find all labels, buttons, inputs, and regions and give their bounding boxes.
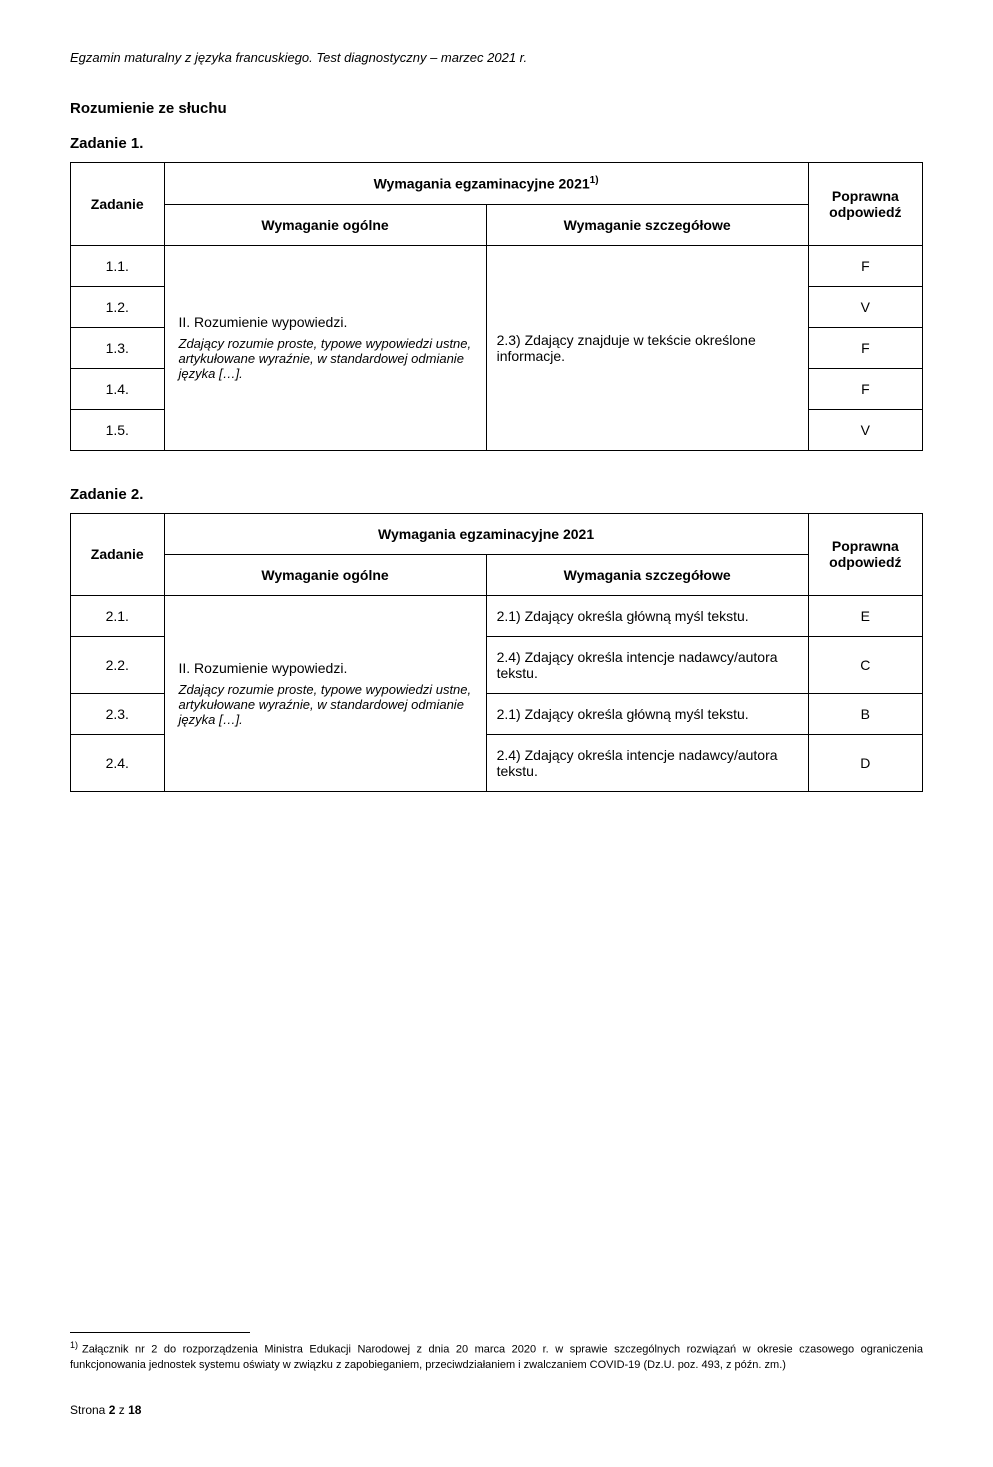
task1-ogolne-italic: Zdający rozumie proste, typowe wypowiedz… bbox=[179, 336, 472, 381]
footnote: 1)Załącznik nr 2 do rozporządzenia Minis… bbox=[70, 1339, 923, 1373]
task1-row-ans: F bbox=[808, 245, 922, 286]
task2-row-ans: E bbox=[808, 595, 922, 636]
page-footer-a: Strona bbox=[70, 1403, 109, 1417]
task1-ogolne-main: II. Rozumienie wypowiedzi. bbox=[179, 314, 348, 330]
task1-row-num: 1.5. bbox=[71, 409, 165, 450]
page-footer: Strona 2 z 18 bbox=[70, 1403, 923, 1417]
task2-row-ans: B bbox=[808, 693, 922, 734]
task1-szczeg-cell: 2.3) Zdający znajduje w tekście określon… bbox=[486, 245, 808, 450]
task2-row-ans: D bbox=[808, 734, 922, 791]
task2-row-num: 2.2. bbox=[71, 636, 165, 693]
section-title: Rozumienie ze słuchu bbox=[70, 100, 923, 117]
task2-row-num: 2.1. bbox=[71, 595, 165, 636]
task1-head-wymagania: Wymagania egzaminacyjne 20211) bbox=[164, 163, 808, 205]
task2-row-ans: C bbox=[808, 636, 922, 693]
task1-head-ogolne: Wymaganie ogólne bbox=[164, 204, 486, 245]
task1-head-wymagania-sup: 1) bbox=[590, 175, 599, 186]
page-footer-c: z bbox=[115, 1403, 128, 1417]
task1-row-num: 1.2. bbox=[71, 286, 165, 327]
task2-head-szczeg: Wymagania szczegółowe bbox=[486, 554, 808, 595]
task2-head-ogolne: Wymaganie ogólne bbox=[164, 554, 486, 595]
page-footer-d: 18 bbox=[128, 1403, 141, 1417]
doc-header: Egzamin maturalny z języka francuskiego.… bbox=[70, 50, 923, 65]
task1-row-ans: V bbox=[808, 409, 922, 450]
task2-table: Zadanie Wymagania egzaminacyjne 2021 Pop… bbox=[70, 513, 923, 792]
task1-head-poprawna: Poprawna odpowiedź bbox=[808, 163, 922, 246]
task2-ogolne-italic: Zdający rozumie proste, typowe wypowiedz… bbox=[179, 682, 472, 727]
task2-row-num: 2.3. bbox=[71, 693, 165, 734]
task1-row-ans: V bbox=[808, 286, 922, 327]
task1-row-num: 1.3. bbox=[71, 327, 165, 368]
task1-row-num: 1.1. bbox=[71, 245, 165, 286]
task1-row-num: 1.4. bbox=[71, 368, 165, 409]
task1-head-zadanie: Zadanie bbox=[71, 163, 165, 246]
task1-head-szczeg: Wymaganie szczegółowe bbox=[486, 204, 808, 245]
task2-head-wymagania: Wymagania egzaminacyjne 2021 bbox=[164, 513, 808, 554]
task1-title: Zadanie 1. bbox=[70, 135, 923, 152]
task1-head-wymagania-text: Wymagania egzaminacyjne 2021 bbox=[374, 176, 590, 192]
task1-row-ans: F bbox=[808, 368, 922, 409]
task2-row-szczeg: 2.1) Zdający określa główną myśl tekstu. bbox=[486, 693, 808, 734]
task2-row-szczeg: 2.4) Zdający określa intencje nadawcy/au… bbox=[486, 636, 808, 693]
task2-row-szczeg: 2.4) Zdający określa intencje nadawcy/au… bbox=[486, 734, 808, 791]
footnote-rule bbox=[70, 1332, 250, 1333]
page-footer-b: 2 bbox=[109, 1403, 116, 1417]
task2-head-poprawna: Poprawna odpowiedź bbox=[808, 513, 922, 595]
footnote-text: Załącznik nr 2 do rozporządzenia Ministr… bbox=[70, 1343, 923, 1370]
footnote-num: 1) bbox=[70, 1340, 78, 1350]
task1-row-ans: F bbox=[808, 327, 922, 368]
task2-title: Zadanie 2. bbox=[70, 486, 923, 503]
task2-ogolne-cell: II. Rozumienie wypowiedzi. Zdający rozum… bbox=[164, 595, 486, 791]
task2-head-zadanie: Zadanie bbox=[71, 513, 165, 595]
task1-table: Zadanie Wymagania egzaminacyjne 20211) P… bbox=[70, 162, 923, 451]
task1-ogolne-cell: II. Rozumienie wypowiedzi. Zdający rozum… bbox=[164, 245, 486, 450]
task2-row-num: 2.4. bbox=[71, 734, 165, 791]
task2-row-szczeg: 2.1) Zdający określa główną myśl tekstu. bbox=[486, 595, 808, 636]
task2-ogolne-main: II. Rozumienie wypowiedzi. bbox=[179, 660, 348, 676]
